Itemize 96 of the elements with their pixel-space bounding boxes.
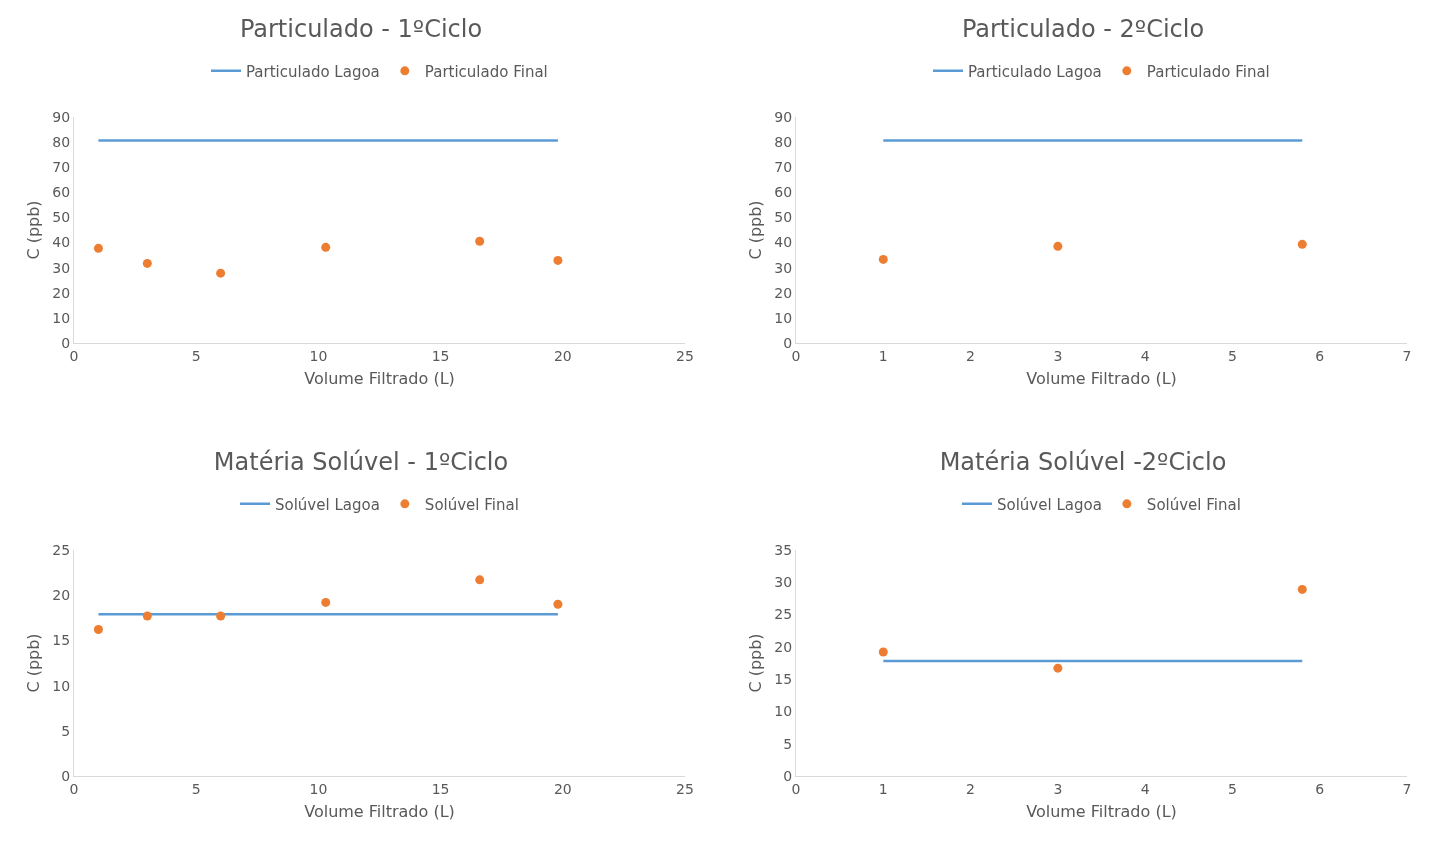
x-tick-label: 20 (553, 347, 572, 364)
y-tick-label: 50 (52, 209, 71, 226)
x-tick-label: 15 (431, 347, 450, 364)
y-axis-title: C (ppb) (746, 633, 766, 693)
x-tick-label: 1 (878, 347, 888, 364)
y-tick-label: 80 (52, 134, 71, 151)
point (216, 611, 226, 621)
y-tick-label: 30 (774, 259, 793, 276)
point (1297, 584, 1307, 594)
chart-title: Matéria Solúvel - 1ºCiclo (213, 447, 509, 476)
x-tick-label: 25 (676, 347, 694, 364)
x-axis-title: Volume Filtrado (L) (304, 802, 455, 822)
point (475, 236, 485, 246)
y-tick-label: 80 (774, 134, 793, 151)
y-axis-title: C (ppb) (24, 200, 44, 260)
x-tick-label: 7 (1402, 780, 1412, 797)
point (321, 597, 331, 607)
y-tick-label: 20 (52, 284, 71, 301)
y-tick-label: 20 (52, 587, 71, 604)
legend-label: Particulado Lagoa (246, 62, 380, 81)
point (475, 575, 485, 585)
y-tick-label: 70 (52, 159, 71, 176)
x-tick-label: 2 (966, 347, 976, 364)
y-tick-label: 60 (52, 184, 71, 201)
x-tick-label: 3 (1053, 780, 1063, 797)
point (553, 255, 563, 265)
x-tick-label: 20 (553, 780, 572, 797)
y-tick-label: 20 (774, 284, 793, 301)
x-tick-label: 10 (309, 780, 328, 797)
point (553, 599, 563, 609)
y-tick-label: 15 (774, 671, 793, 688)
x-tick-label: 4 (1140, 780, 1150, 797)
y-tick-label: 0 (783, 334, 793, 351)
y-tick-label: 0 (61, 334, 71, 351)
point (1053, 663, 1063, 673)
y-axis-title: C (ppb) (746, 200, 766, 260)
point (93, 243, 103, 253)
y-tick-label: 5 (783, 735, 793, 752)
legend-label: Particulado Lagoa (968, 62, 1102, 81)
x-tick-label: 25 (676, 780, 694, 797)
chart-title: Particulado - 2ºCiclo (961, 14, 1205, 43)
y-tick-label: 40 (774, 234, 793, 251)
x-tick-label: 3 (1053, 347, 1063, 364)
x-axis-title: Volume Filtrado (L) (1026, 369, 1177, 389)
x-tick-label: 5 (191, 347, 201, 364)
x-tick-label: 5 (1227, 780, 1237, 797)
point (321, 242, 331, 252)
point (878, 647, 888, 657)
y-tick-label: 40 (52, 234, 71, 251)
legend-label: Solúvel Lagoa (275, 495, 380, 514)
y-tick-label: 10 (774, 703, 793, 720)
y-tick-label: 0 (783, 767, 793, 784)
x-tick-label: 6 (1315, 347, 1325, 364)
point (216, 268, 226, 278)
chart-title: Matéria Solúvel -2ºCiclo (939, 447, 1227, 476)
y-tick-label: 35 (774, 541, 793, 558)
y-tick-label: 25 (52, 541, 71, 558)
y-tick-label: 50 (774, 209, 793, 226)
point (1053, 241, 1063, 251)
x-tick-label: 15 (431, 780, 450, 797)
y-axis-title: C (ppb) (24, 633, 44, 693)
point (142, 258, 152, 268)
legend-label: Solúvel Final (1146, 495, 1241, 514)
y-tick-label: 90 (52, 108, 71, 125)
x-tick-label: 10 (309, 347, 328, 364)
y-tick-label: 30 (774, 574, 793, 591)
x-axis-title: Volume Filtrado (L) (304, 369, 455, 389)
chart-title: Particulado - 1ºCiclo (239, 14, 483, 43)
y-tick-label: 70 (774, 159, 793, 176)
y-tick-label: 20 (774, 638, 793, 655)
x-tick-label: 7 (1402, 347, 1412, 364)
x-tick-label: 4 (1140, 347, 1150, 364)
legend-label: Solúvel Final (424, 495, 519, 514)
legend-label: Particulado Final (424, 62, 548, 81)
point (1297, 239, 1307, 249)
x-tick-label: 1 (878, 780, 888, 797)
x-tick-label: 6 (1315, 780, 1325, 797)
y-tick-label: 90 (774, 108, 793, 125)
y-tick-label: 10 (52, 677, 71, 694)
point (142, 611, 152, 621)
x-tick-label: 2 (966, 780, 976, 797)
point (93, 625, 103, 635)
y-tick-label: 60 (774, 184, 793, 201)
legend-label: Particulado Final (1146, 62, 1270, 81)
y-tick-label: 5 (61, 722, 71, 739)
y-tick-label: 30 (52, 259, 71, 276)
legend-label: Solúvel Lagoa (997, 495, 1102, 514)
x-tick-label: 5 (191, 780, 201, 797)
y-tick-label: 25 (774, 606, 793, 623)
y-tick-label: 10 (52, 309, 71, 326)
y-tick-label: 15 (52, 632, 71, 649)
point (878, 254, 888, 264)
y-tick-label: 10 (774, 309, 793, 326)
y-tick-label: 0 (61, 767, 71, 784)
x-axis-title: Volume Filtrado (L) (1026, 802, 1177, 822)
x-tick-label: 5 (1227, 347, 1237, 364)
